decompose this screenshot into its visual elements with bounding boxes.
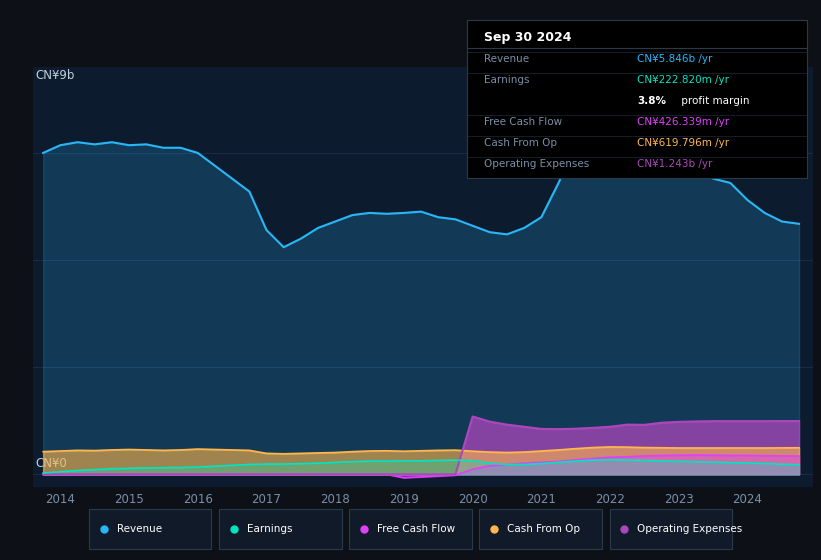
Text: CN¥426.339m /yr: CN¥426.339m /yr: [637, 117, 729, 127]
Text: Revenue: Revenue: [117, 524, 162, 534]
Text: Cash From Op: Cash From Op: [484, 138, 557, 148]
Text: Operating Expenses: Operating Expenses: [484, 159, 589, 169]
Text: CN¥0: CN¥0: [35, 457, 67, 470]
Text: CN¥5.846b /yr: CN¥5.846b /yr: [637, 54, 713, 64]
Text: CN¥619.796m /yr: CN¥619.796m /yr: [637, 138, 729, 148]
FancyBboxPatch shape: [479, 509, 602, 549]
FancyBboxPatch shape: [350, 509, 471, 549]
FancyBboxPatch shape: [219, 509, 342, 549]
Text: Earnings: Earnings: [247, 524, 292, 534]
Text: Revenue: Revenue: [484, 54, 529, 64]
Text: Operating Expenses: Operating Expenses: [637, 524, 742, 534]
FancyBboxPatch shape: [89, 509, 212, 549]
Text: Sep 30 2024: Sep 30 2024: [484, 31, 571, 44]
Text: CN¥1.243b /yr: CN¥1.243b /yr: [637, 159, 713, 169]
Text: Free Cash Flow: Free Cash Flow: [377, 524, 455, 534]
Text: Free Cash Flow: Free Cash Flow: [484, 117, 562, 127]
Text: CN¥222.820m /yr: CN¥222.820m /yr: [637, 75, 729, 85]
Text: Cash From Op: Cash From Op: [507, 524, 580, 534]
FancyBboxPatch shape: [609, 509, 732, 549]
Text: 3.8%: 3.8%: [637, 96, 666, 106]
Text: profit margin: profit margin: [678, 96, 750, 106]
Text: Earnings: Earnings: [484, 75, 530, 85]
Text: CN¥9b: CN¥9b: [35, 69, 75, 82]
